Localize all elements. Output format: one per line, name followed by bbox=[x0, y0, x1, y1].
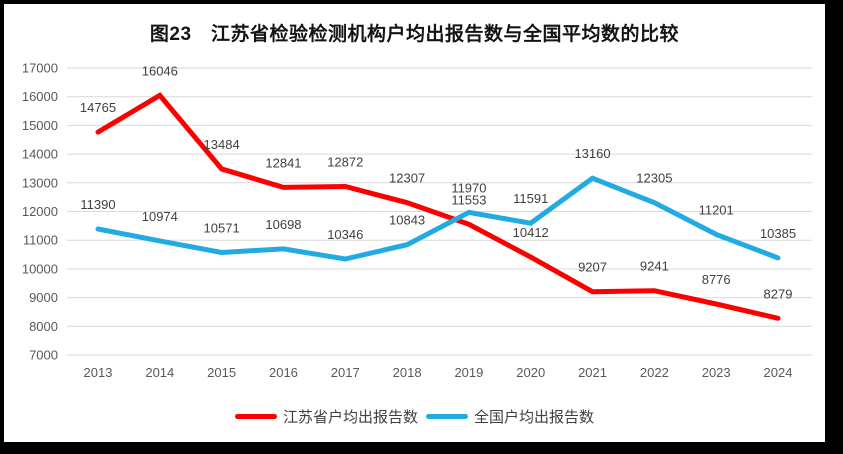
data-label-s0-2021: 9207 bbox=[578, 260, 607, 275]
x-tick-label-2014: 2014 bbox=[145, 365, 174, 380]
x-tick-label-2023: 2023 bbox=[702, 365, 731, 380]
y-tick-label-10000: 10000 bbox=[22, 261, 58, 276]
y-tick-label-11000: 11000 bbox=[23, 233, 58, 248]
x-tick-label-2024: 2024 bbox=[764, 365, 793, 380]
line-chart-plot: 7000 8000 9000 10000 11000 12000 13000 14000 150… bbox=[22, 61, 812, 380]
data-label-s0-2024: 8279 bbox=[764, 286, 793, 301]
y-tick-label-16000: 16000 bbox=[22, 89, 58, 104]
data-label-s0-2023: 8776 bbox=[702, 272, 731, 287]
x-tick-label-2017: 2017 bbox=[331, 365, 360, 380]
x-tick-label-2020: 2020 bbox=[516, 365, 545, 380]
x-tick-label-2022: 2022 bbox=[640, 365, 669, 380]
data-label-s1-2016: 10698 bbox=[265, 217, 301, 232]
x-tick-label-2016: 2016 bbox=[269, 365, 298, 380]
y-tick-label-17000: 17000 bbox=[22, 61, 58, 76]
y-tick-label-14000: 14000 bbox=[22, 147, 58, 162]
data-label-s0-2022: 9241 bbox=[640, 259, 669, 274]
data-label-s1-2023: 11201 bbox=[699, 202, 734, 217]
series-line-1 bbox=[95, 175, 781, 262]
chart-legend: 江苏省户均出报告数 全国户均出报告数 bbox=[4, 405, 825, 427]
x-tick-label-2018: 2018 bbox=[393, 365, 422, 380]
legend-item-national: 全国户均出报告数 bbox=[426, 406, 594, 427]
chart-title: 图23 江苏省检验检测机构户均出报告数与全国平均数的比较 bbox=[149, 24, 680, 45]
legend-label-national: 全国户均出报告数 bbox=[474, 408, 595, 426]
data-label-s0-2020: 10412 bbox=[513, 225, 549, 240]
data-label-s0-2013: 14765 bbox=[80, 100, 116, 115]
x-tick-label-2015: 2015 bbox=[207, 365, 236, 380]
data-label-s1-2019: 11970 bbox=[451, 180, 486, 195]
x-tick-label-2013: 2013 bbox=[84, 365, 113, 380]
data-label-s1-2021: 13160 bbox=[574, 146, 610, 161]
data-label-s0-2018: 12307 bbox=[389, 171, 425, 186]
y-tick-label-13000: 13000 bbox=[22, 175, 58, 190]
chart-container: 图23 江苏省检验检测机构户均出报告数与全国平均数的比较 7000 8000 900… bbox=[4, 4, 825, 442]
legend-item-jiangsu: 江苏省户均出报告数 bbox=[234, 406, 418, 427]
y-tick-label-12000: 12000 bbox=[22, 204, 58, 219]
data-label-s0-2016: 12841 bbox=[265, 155, 301, 170]
data-label-s0-2017: 12872 bbox=[327, 154, 363, 169]
data-label-s1-2017: 10346 bbox=[327, 227, 363, 242]
x-tick-label-2019: 2019 bbox=[454, 365, 483, 380]
legend-swatch-jiangsu-line bbox=[234, 413, 277, 419]
data-label-s1-2014: 10974 bbox=[142, 209, 178, 224]
data-label-s0-2014: 16046 bbox=[142, 63, 178, 78]
data-label-s0-2015: 13484 bbox=[204, 137, 240, 152]
data-label-s1-2018: 10843 bbox=[389, 213, 425, 228]
data-label-s1-2015: 10571 bbox=[204, 221, 240, 236]
y-tick-label-15000: 15000 bbox=[22, 118, 58, 133]
y-tick-label-7000: 7000 bbox=[29, 348, 58, 363]
x-tick-label-2021: 2021 bbox=[578, 365, 607, 380]
y-tick-label-8000: 8000 bbox=[29, 319, 58, 334]
legend-label-jiangsu: 江苏省户均出报告数 bbox=[282, 408, 418, 426]
data-label-s1-2022: 12305 bbox=[636, 171, 672, 186]
data-label-s1-2024: 10385 bbox=[760, 226, 796, 241]
y-tick-label-9000: 9000 bbox=[29, 290, 58, 305]
data-label-s0-2019: 11553 bbox=[451, 192, 486, 207]
data-label-s1-2013: 11390 bbox=[80, 197, 115, 212]
series-line-0 bbox=[95, 92, 781, 321]
legend-swatch-national-line bbox=[426, 413, 468, 419]
data-label-s1-2020: 11591 bbox=[513, 191, 548, 206]
